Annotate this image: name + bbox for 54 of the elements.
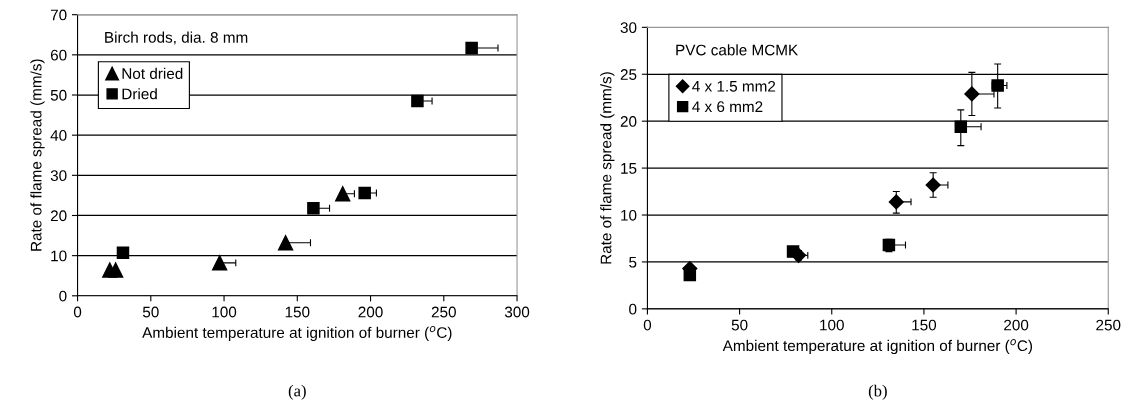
y-tick-label: 10 xyxy=(51,250,67,262)
point xyxy=(212,255,228,271)
text: (b) xyxy=(868,384,887,400)
y-axis-title: Rate of flame spread (mm/s) xyxy=(600,72,615,264)
text: (a) xyxy=(288,384,306,400)
point xyxy=(786,245,800,258)
y-tick-label: 10 xyxy=(621,209,637,221)
point xyxy=(411,94,424,108)
x-axis-title: Ambient temperature at ignition of burner ($^{o}$C) xyxy=(142,326,452,342)
y-tick-label: 30 xyxy=(620,22,637,34)
x-tick-label: 100 xyxy=(820,319,844,331)
x-tick-label: 300 xyxy=(504,306,530,318)
y-tick-label: 5 xyxy=(629,256,637,268)
point xyxy=(335,186,351,202)
y-tick-label: 15 xyxy=(621,163,637,174)
point xyxy=(465,41,478,55)
x-tick-label: 0 xyxy=(73,306,82,318)
annotation: Birch rods, dia. 8 mm xyxy=(105,31,248,45)
x-tick-label: 50 xyxy=(142,306,159,318)
y-tick-label: 25 xyxy=(620,69,637,80)
y-tick-label: 30 xyxy=(50,170,67,182)
point xyxy=(358,186,371,200)
point xyxy=(888,194,904,210)
y-tick-label: 0 xyxy=(59,290,67,302)
legend-label: 4 x 1.5 mm2 xyxy=(692,80,776,92)
x-tick-label: 250 xyxy=(1096,319,1121,331)
y-tick-label: 20 xyxy=(620,116,637,127)
y-tick-label: 50 xyxy=(50,89,67,101)
legend-label: Not dried xyxy=(122,67,183,80)
point xyxy=(925,177,941,193)
annotation: PVC cable MCMK xyxy=(676,44,799,56)
x-tick-label: 0 xyxy=(643,319,652,331)
x-tick-label: 50 xyxy=(731,319,748,331)
legend-label: Dried xyxy=(122,88,157,100)
y-tick-label: 60 xyxy=(50,49,67,61)
y-tick-label: 70 xyxy=(50,9,67,21)
x-tick-label: 200 xyxy=(358,306,383,318)
point xyxy=(964,86,980,102)
point xyxy=(277,235,294,251)
y-axis-title: Rate of flame spread (mm/s) xyxy=(30,59,45,251)
x-tick-label: 100 xyxy=(212,306,237,318)
x-tick-label: 200 xyxy=(1004,319,1029,331)
point xyxy=(116,246,130,260)
y-tick-label: 40 xyxy=(50,130,67,141)
point xyxy=(683,268,697,282)
x-tick-label: 150 xyxy=(285,306,310,318)
legend-label: 4 x 6 mm2 xyxy=(692,101,763,113)
point xyxy=(954,120,968,134)
point xyxy=(307,202,320,215)
x-axis-title: Ambient temperature at ignition of burner ($^{o}$C) xyxy=(722,339,1033,355)
x-tick-label: 150 xyxy=(912,319,937,331)
x-tick-label: 250 xyxy=(431,306,456,318)
point xyxy=(108,262,124,278)
y-tick-label: 20 xyxy=(50,210,67,222)
